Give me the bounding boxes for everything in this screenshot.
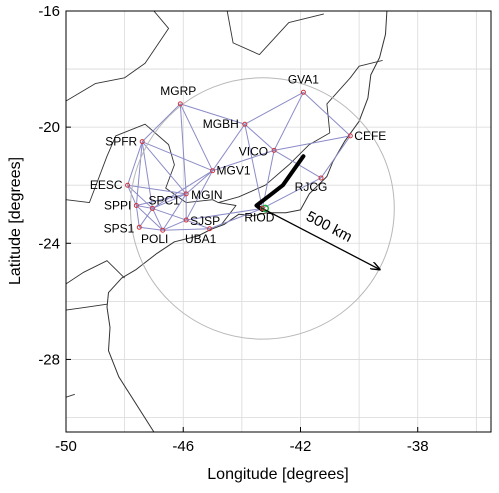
network-link bbox=[244, 123, 275, 151]
station-label-eesc: EESC bbox=[90, 178, 123, 192]
state-border bbox=[326, 59, 383, 133]
station-label-rjcg: RJCG bbox=[295, 180, 328, 194]
network-link bbox=[274, 135, 351, 151]
station-marker-uba1 bbox=[207, 226, 213, 232]
network-link bbox=[320, 135, 351, 179]
station-label-sjsp: SJSP bbox=[190, 214, 220, 228]
network-link bbox=[186, 207, 263, 221]
range-circle bbox=[129, 77, 395, 340]
station-marker-spfr bbox=[139, 139, 145, 145]
station-label-spfr: SPFR bbox=[105, 135, 137, 149]
state-border bbox=[66, 303, 108, 311]
station-label-gva1: GVA1 bbox=[288, 72, 319, 86]
network-link bbox=[127, 185, 137, 206]
y-tick-label: -20 bbox=[38, 119, 60, 136]
thick-track bbox=[254, 154, 306, 212]
network-link bbox=[136, 205, 164, 231]
y-tick-label: -28 bbox=[38, 351, 60, 368]
station-label-mgrp: MGRP bbox=[160, 84, 196, 98]
station-label-mgv1: MGV1 bbox=[217, 164, 251, 178]
station-marker-eesc bbox=[125, 182, 131, 188]
state-border bbox=[226, 11, 325, 56]
network-link bbox=[209, 207, 263, 230]
network-link bbox=[141, 141, 153, 209]
network-link bbox=[212, 123, 246, 171]
station-label-sppi: SPPI bbox=[104, 199, 131, 213]
network-link bbox=[127, 184, 187, 195]
radius-arrow bbox=[262, 207, 379, 269]
station-marker-gva1 bbox=[300, 89, 306, 95]
network-link bbox=[141, 141, 187, 195]
origin-marker bbox=[261, 204, 270, 213]
network-link bbox=[141, 103, 181, 143]
plot-area bbox=[66, 11, 491, 432]
station-marker-mgin bbox=[183, 191, 189, 197]
station-marker-vico bbox=[271, 147, 277, 153]
y-tick-label: -24 bbox=[38, 235, 60, 252]
state-border bbox=[66, 260, 125, 285]
y-tick-label: -16 bbox=[38, 3, 60, 20]
network-link bbox=[139, 226, 163, 231]
network-link bbox=[244, 124, 263, 209]
station-label-spc1: SPC1 bbox=[148, 193, 180, 207]
plot-frame bbox=[65, 10, 492, 433]
station-label-sps1: SPS1 bbox=[104, 221, 135, 235]
network-link bbox=[162, 228, 210, 231]
station-marker-sps1 bbox=[136, 224, 142, 230]
network-link bbox=[152, 170, 213, 209]
network-link bbox=[138, 208, 153, 228]
x-axis-label: Longitude [degrees] bbox=[207, 466, 348, 483]
station-label-mgin: MGIN bbox=[191, 188, 222, 202]
x-tick-label: -46 bbox=[172, 438, 194, 455]
state-border bbox=[66, 123, 331, 204]
network-link bbox=[185, 170, 213, 195]
station-marker-sjsp bbox=[183, 217, 189, 223]
state-border bbox=[66, 11, 170, 102]
network-link bbox=[303, 91, 351, 137]
network-link bbox=[179, 103, 214, 171]
station-marker-mgbh bbox=[242, 121, 248, 127]
station-marker-cefe bbox=[347, 133, 353, 139]
station-label-cefe: CEFE bbox=[354, 129, 386, 143]
station-marker-spc1 bbox=[149, 205, 155, 211]
network-link bbox=[127, 141, 143, 186]
station-marker-sppi bbox=[133, 203, 139, 209]
station-marker-riod bbox=[259, 205, 265, 211]
state-border bbox=[218, 202, 237, 225]
network-link bbox=[136, 193, 187, 207]
x-tick-label: -50 bbox=[55, 438, 77, 455]
network-link bbox=[244, 91, 304, 125]
network-link bbox=[136, 205, 153, 209]
station-marker-mgv1 bbox=[210, 168, 216, 174]
x-tick-label: -42 bbox=[290, 438, 312, 455]
station-label-poli: POLI bbox=[141, 232, 168, 246]
network-link bbox=[273, 92, 304, 151]
network-link bbox=[162, 219, 187, 231]
station-label-mgbh: MGBH bbox=[203, 117, 239, 131]
stations: MGRP GVA1 MGBH CEFE SPFR VICO MGV1 RJCG EESC MGIN… bbox=[90, 72, 386, 246]
network-link bbox=[212, 149, 275, 172]
y-axis-label: Latitude [degrees] bbox=[7, 157, 24, 285]
network-link bbox=[152, 208, 164, 231]
network-link bbox=[262, 177, 322, 209]
network-link bbox=[152, 207, 187, 221]
network-link bbox=[142, 141, 213, 172]
state-border bbox=[66, 393, 75, 398]
station-label-vico: VICO bbox=[239, 144, 268, 158]
network-link bbox=[179, 103, 187, 194]
network-link bbox=[162, 193, 187, 231]
station-label-riod: RIOD bbox=[244, 210, 274, 224]
x-tick-label: -38 bbox=[407, 438, 429, 455]
network-link bbox=[152, 193, 187, 209]
station-label-uba1: UBA1 bbox=[185, 232, 217, 246]
network-link bbox=[185, 170, 213, 221]
network-link bbox=[135, 205, 140, 228]
axes: -50 -46 -42 -38 -16 -20 -24 -28 bbox=[38, 3, 428, 455]
station-marker-mgrp bbox=[177, 101, 183, 107]
station-marker-rjcg bbox=[318, 175, 324, 181]
network-link bbox=[185, 219, 210, 230]
station-marker-poli bbox=[160, 227, 166, 233]
network-link bbox=[180, 103, 245, 125]
